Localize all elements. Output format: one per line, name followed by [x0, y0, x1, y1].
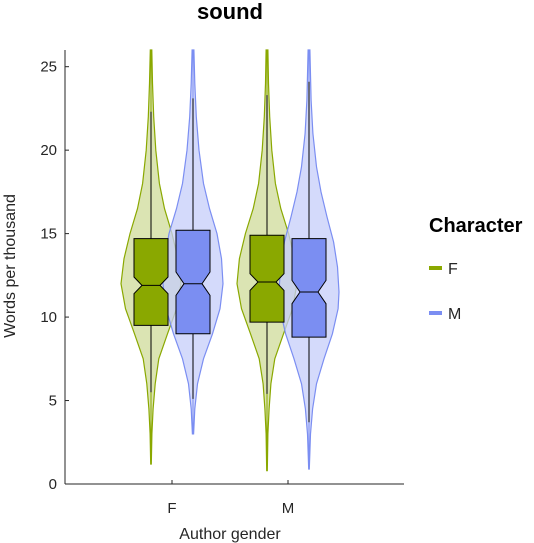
y-tick-label-20: 20 — [40, 142, 57, 159]
legend-title: Character — [429, 215, 523, 237]
box-F-F — [133, 238, 169, 326]
box-M-F — [175, 229, 211, 335]
y-axis-title: Words per thousand — [2, 194, 19, 338]
x-axis-title: Author gender — [179, 526, 281, 543]
y-tick-label-5: 5 — [49, 393, 57, 410]
box-F-M — [249, 234, 285, 323]
x-tick-label-F: F — [167, 500, 176, 517]
x-tick-label-M: M — [282, 500, 295, 517]
box-M-M — [291, 238, 327, 338]
legend-label-M: M — [448, 306, 461, 323]
y-tick-label-0: 0 — [49, 476, 57, 493]
legend: FM — [429, 261, 461, 323]
axis-ticks: 0 5 10 15 20 25 F M — [40, 59, 294, 517]
y-tick-label-10: 10 — [40, 309, 57, 326]
legend-label-F: F — [448, 261, 458, 278]
chart-title: sound — [197, 0, 263, 24]
y-tick-label-15: 15 — [40, 226, 57, 243]
plot-area — [120, 49, 340, 472]
y-tick-label-25: 25 — [40, 59, 57, 76]
